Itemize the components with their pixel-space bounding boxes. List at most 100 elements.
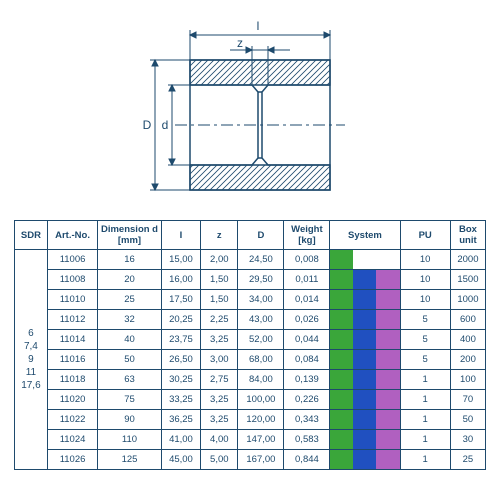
col-dim: Dimension d [mm]	[98, 221, 162, 250]
table-row: 110165026,503,0068,000,0845200	[15, 350, 486, 370]
cell-system	[330, 270, 400, 290]
cell-system	[330, 250, 400, 270]
cell-z: 3,25	[201, 330, 238, 350]
cell-system	[330, 410, 400, 430]
cell-wt: 0,044	[284, 330, 330, 350]
cell-box: 200	[450, 350, 485, 370]
cell-system	[330, 310, 400, 330]
cell-system	[330, 390, 400, 410]
table-row: 1102612545,005,00167,000,844125	[15, 450, 486, 470]
col-i: I	[161, 221, 200, 250]
cell-wt: 0,026	[284, 310, 330, 330]
table-row: 110102517,501,5034,000,014 101000	[15, 290, 486, 310]
cell-i: 15,00	[161, 250, 200, 270]
cell-box: 30	[450, 430, 485, 450]
cell-art: 11022	[47, 410, 97, 430]
cell-i: 45,00	[161, 450, 200, 470]
spec-table: SDR Art.-No. Dimension d [mm] I z D Weig…	[14, 220, 486, 470]
cell-i: 30,25	[161, 370, 200, 390]
cell-D: 24,50	[238, 250, 284, 270]
cell-system	[330, 350, 400, 370]
dim-d-label: d	[162, 118, 169, 132]
table-row: 110123220,252,2543,000,0265600	[15, 310, 486, 330]
cell-D: 68,00	[238, 350, 284, 370]
cell-z: 4,00	[201, 430, 238, 450]
cell-system	[330, 430, 400, 450]
col-sys: System	[330, 221, 400, 250]
cell-wt: 0,343	[284, 410, 330, 430]
cell-D: 34,00	[238, 290, 284, 310]
col-sdr: SDR	[15, 221, 48, 250]
cell-system	[330, 330, 400, 350]
cell-D: 43,00	[238, 310, 284, 330]
cell-box: 1500	[450, 270, 485, 290]
cell-box: 1000	[450, 290, 485, 310]
cell-art: 11014	[47, 330, 97, 350]
cell-art: 11012	[47, 310, 97, 330]
cell-art: 11008	[47, 270, 97, 290]
cell-D: 29,50	[238, 270, 284, 290]
cell-dim: 32	[98, 310, 162, 330]
col-z: z	[201, 221, 238, 250]
cell-box: 600	[450, 310, 485, 330]
cell-pu: 10	[400, 250, 450, 270]
cell-box: 25	[450, 450, 485, 470]
dim-z-label: z	[237, 36, 243, 50]
cell-z: 3,25	[201, 390, 238, 410]
table-row: 110229036,253,25120,000,343150	[15, 410, 486, 430]
col-pu: PU	[400, 221, 450, 250]
cell-box: 70	[450, 390, 485, 410]
cell-i: 17,50	[161, 290, 200, 310]
cell-i: 41,00	[161, 430, 200, 450]
dim-D-label: D	[143, 118, 152, 132]
cell-pu: 1	[400, 410, 450, 430]
cross-section-diagram: l z D d	[0, 10, 500, 210]
cell-system	[330, 290, 400, 310]
cell-D: 120,00	[238, 410, 284, 430]
cell-system	[330, 450, 400, 470]
cell-wt: 0,084	[284, 350, 330, 370]
cell-pu: 10	[400, 290, 450, 310]
cell-D: 167,00	[238, 450, 284, 470]
cell-box: 400	[450, 330, 485, 350]
cell-art: 11010	[47, 290, 97, 310]
cell-i: 33,25	[161, 390, 200, 410]
cell-D: 52,00	[238, 330, 284, 350]
col-box: Box unit	[450, 221, 485, 250]
cell-pu: 10	[400, 270, 450, 290]
cell-dim: 40	[98, 330, 162, 350]
table-row: 1102411041,004,00147,000,583130	[15, 430, 486, 450]
cell-z: 5,00	[201, 450, 238, 470]
cell-art: 11020	[47, 390, 97, 410]
table-row: 110144023,753,2552,000,044 5400	[15, 330, 486, 350]
col-wt: Weight [kg]	[284, 221, 330, 250]
cell-pu: 5	[400, 310, 450, 330]
cell-z: 1,50	[201, 270, 238, 290]
cell-box: 50	[450, 410, 485, 430]
cell-D: 147,00	[238, 430, 284, 450]
cell-i: 23,75	[161, 330, 200, 350]
cell-dim: 75	[98, 390, 162, 410]
cell-wt: 0,008	[284, 250, 330, 270]
cell-dim: 25	[98, 290, 162, 310]
cell-wt: 0,226	[284, 390, 330, 410]
cell-wt: 0,014	[284, 290, 330, 310]
cell-pu: 1	[400, 390, 450, 410]
cell-art: 11006	[47, 250, 97, 270]
sdr-cell: 67,491117,6	[15, 250, 48, 470]
cell-dim: 50	[98, 350, 162, 370]
cell-pu: 5	[400, 330, 450, 350]
cell-z: 2,25	[201, 310, 238, 330]
cell-i: 16,00	[161, 270, 200, 290]
cell-dim: 110	[98, 430, 162, 450]
cell-wt: 0,011	[284, 270, 330, 290]
cell-wt: 0,583	[284, 430, 330, 450]
cell-z: 2,00	[201, 250, 238, 270]
cell-D: 84,00	[238, 370, 284, 390]
cell-z: 2,75	[201, 370, 238, 390]
cell-i: 26,50	[161, 350, 200, 370]
cell-dim: 63	[98, 370, 162, 390]
cell-z: 1,50	[201, 290, 238, 310]
cell-i: 36,25	[161, 410, 200, 430]
cell-box: 2000	[450, 250, 485, 270]
